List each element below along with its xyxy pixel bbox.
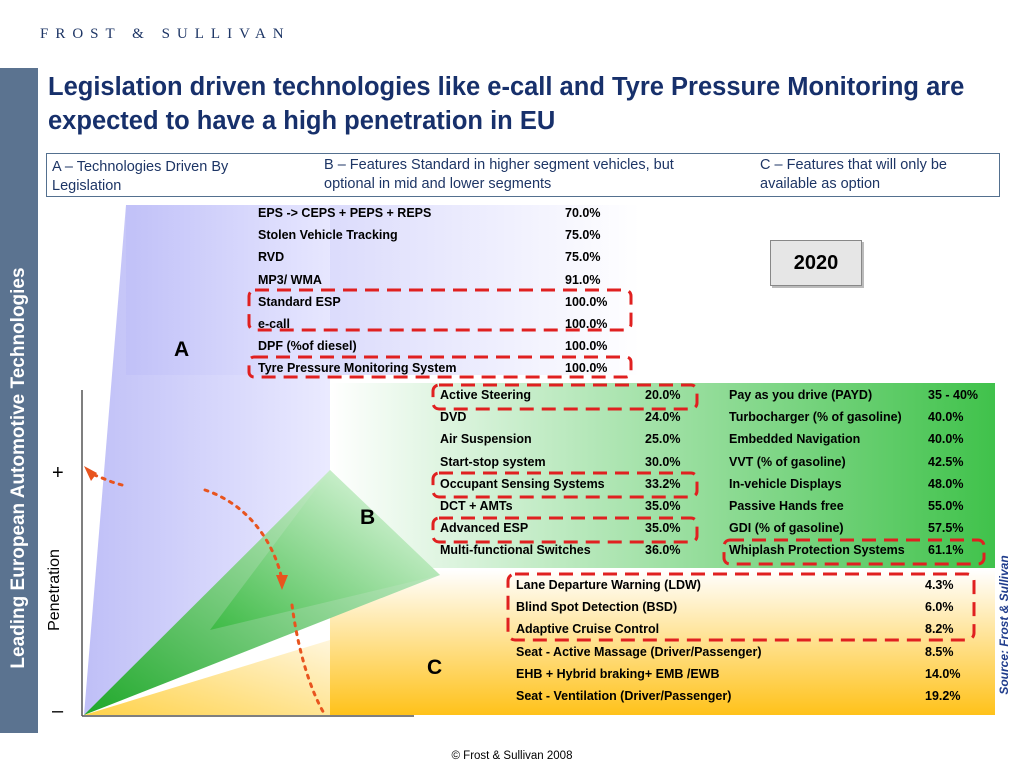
technology-name: DVD: [440, 410, 467, 425]
technology-name: Stolen Vehicle Tracking: [258, 228, 398, 243]
technology-penetration-value: 8.2%: [925, 622, 954, 637]
technology-penetration-value: 75.0%: [565, 250, 601, 265]
technology-penetration-value: 8.5%: [925, 644, 954, 659]
technology-penetration-value: 75.0%: [565, 228, 601, 243]
technology-name: EPS -> CEPS + PEPS + REPS: [258, 206, 432, 220]
technology-penetration-value: 36.0%: [645, 543, 681, 558]
technology-penetration-value: 35 - 40%: [928, 388, 979, 402]
technology-penetration-value: 35.0%: [645, 499, 681, 513]
technology-penetration-value: 61.1%: [928, 543, 964, 558]
sidebar-title: Leading European Automotive Technologies: [8, 267, 29, 669]
legend-box: A – Technologies Driven By Legislation B…: [46, 153, 1000, 197]
legend-c: C – Features that will only be available…: [760, 157, 947, 192]
technology-name: Pay as you drive (PAYD): [729, 388, 873, 402]
technology-name: Adaptive Cruise Control: [516, 622, 660, 637]
technology-penetration-value: 14.0%: [925, 666, 961, 681]
page-title: Legislation driven technologies like e-c…: [48, 73, 965, 135]
dotted-arrow-upper: [90, 472, 124, 487]
technology-name: Multi-functional Switches: [440, 543, 591, 558]
technology-name: Advanced ESP: [440, 521, 529, 536]
technology-name: Start-stop system: [440, 454, 546, 469]
technology-name: Seat - Ventilation (Driver/Passenger): [516, 689, 732, 703]
arrow-head-icon: [84, 466, 97, 481]
category-c-label: C: [427, 656, 443, 679]
dotted-arrow-middle: [203, 488, 284, 582]
legend-a: A – Technologies Driven By Legislation: [52, 159, 229, 194]
category-b-label: B: [360, 506, 376, 529]
brand-logo: FROST & SULLIVAN: [40, 26, 291, 42]
technology-penetration-value: 100.0%: [565, 317, 608, 331]
technology-penetration-value: 20.0%: [645, 388, 681, 402]
technology-name: Tyre Pressure Monitoring System: [258, 361, 457, 376]
category-a-label: A: [174, 338, 190, 361]
technology-penetration-value: 100.0%: [565, 361, 608, 376]
technology-penetration-value: 100.0%: [565, 339, 608, 354]
technology-penetration-value: 19.2%: [925, 689, 961, 703]
technology-penetration-value: 25.0%: [645, 432, 681, 447]
technology-penetration-value: 91.0%: [565, 272, 601, 287]
wedge-c: [84, 640, 330, 715]
year-badge: 2020: [770, 240, 862, 286]
technology-penetration-value: 48.0%: [928, 476, 964, 491]
technology-penetration-value: 42.5%: [928, 454, 964, 469]
technology-penetration-value: 4.3%: [925, 578, 954, 592]
technology-penetration-value: 100.0%: [565, 294, 608, 309]
technology-name: RVD: [258, 250, 285, 265]
technology-name: EHB + Hybrid braking+ EMB /EWB: [516, 666, 720, 681]
technology-name: VVT (% of gasoline): [729, 454, 846, 469]
technology-name: Air Suspension: [440, 432, 532, 447]
technology-name: GDI (% of gasoline): [729, 521, 844, 536]
arrow-head-icon: [276, 575, 288, 590]
technology-penetration-value: 40.0%: [928, 410, 964, 425]
technology-name: Occupant Sensing Systems: [440, 476, 605, 491]
technology-name: Turbocharger (% of gasoline): [729, 410, 902, 425]
technology-name: Blind Spot Detection (BSD): [516, 600, 678, 615]
technology-penetration-value: 55.0%: [928, 499, 964, 513]
technology-name: Passive Hands free: [729, 499, 844, 513]
sidebar-banner: Leading European Automotive Technologies: [0, 68, 38, 733]
technology-name: e-call: [258, 317, 290, 331]
technology-name: MP3/ WMA: [258, 272, 322, 287]
technology-penetration-value: 6.0%: [925, 600, 954, 615]
technology-name: Standard ESP: [258, 294, 341, 309]
technology-penetration-value: 57.5%: [928, 521, 964, 536]
axis-label-penetration: Penetration: [46, 549, 63, 631]
axis-plus: +: [52, 462, 64, 484]
legend-b: B – Features Standard in higher segment …: [324, 157, 674, 192]
technology-penetration-value: 24.0%: [645, 410, 681, 425]
technology-name: DPF (%of diesel): [258, 339, 357, 354]
technology-name: Active Steering: [440, 388, 532, 402]
axis-minus: –: [52, 700, 64, 722]
technology-penetration-value: 40.0%: [928, 432, 964, 447]
source-note: Source: Frost & Sullivan: [997, 555, 1011, 695]
technology-name: Seat - Active Massage (Driver/Passenger): [516, 644, 762, 659]
technology-name: Embedded Navigation: [729, 432, 861, 447]
dotted-arrow-lower: [290, 603, 327, 717]
technology-penetration-value: 35.0%: [645, 521, 681, 536]
technology-name: DCT + AMTs: [440, 499, 513, 513]
wedge-b-upper: [210, 470, 440, 630]
technology-penetration-value: 33.2%: [645, 476, 681, 491]
technology-name: In-vehicle Displays: [729, 476, 842, 491]
footer-copyright: © Frost & Sullivan 2008: [451, 750, 573, 762]
technology-penetration-value: 70.0%: [565, 206, 601, 220]
technology-name: Whiplash Protection Systems: [729, 543, 905, 558]
technology-penetration-value: 30.0%: [645, 454, 681, 469]
technology-name: Lane Departure Warning (LDW): [516, 578, 701, 592]
